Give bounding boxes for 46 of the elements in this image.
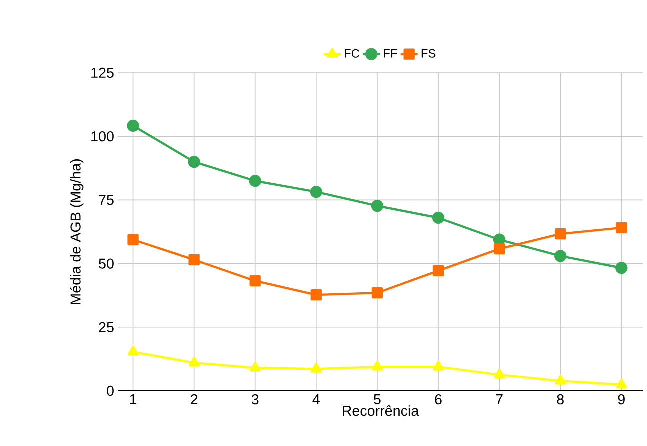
y-tick-label: 0: [107, 386, 114, 396]
x-tick-label: 9: [618, 394, 625, 405]
y-axis-title: Média de AGB (Mg/ha): [70, 160, 84, 304]
x-axis-title: Recorrência: [343, 406, 420, 416]
point: [188, 254, 200, 266]
x-tick-label: 7: [496, 394, 503, 404]
point: [128, 346, 139, 356]
point: [494, 368, 505, 379]
point: [432, 265, 444, 276]
point: [371, 200, 384, 212]
point: [128, 234, 139, 246]
x-tick-label: 3: [252, 394, 259, 405]
x-tick-label: 1: [130, 394, 137, 404]
point: [494, 243, 506, 255]
point: [310, 363, 322, 373]
point: [250, 362, 261, 372]
point: [433, 361, 444, 371]
point: [555, 375, 566, 385]
point: [372, 287, 384, 299]
legend-label: FC: [344, 49, 360, 58]
x-tick-label: 2: [191, 394, 198, 405]
y-tick-label: 100: [92, 132, 114, 142]
point: [372, 361, 383, 371]
x-tick-label: 8: [557, 394, 564, 405]
y-tick-label: 125: [92, 68, 114, 78]
legend-label: FF: [384, 49, 398, 58]
y-tick-label: 75: [99, 195, 114, 206]
point: [127, 120, 140, 132]
point: [249, 175, 262, 188]
point: [555, 228, 566, 240]
point: [188, 156, 200, 168]
y-tick-label: 25: [99, 322, 114, 332]
point: [616, 222, 628, 234]
y-tick-label: 50: [99, 258, 114, 269]
point: [432, 212, 445, 224]
point: [554, 250, 567, 262]
x-tick-label: 6: [435, 394, 442, 405]
point: [616, 378, 628, 388]
point: [250, 276, 261, 287]
point: [310, 186, 322, 198]
x-tick-label: 5: [374, 394, 381, 405]
legend-label: FS: [422, 49, 436, 58]
point: [188, 356, 200, 367]
point: [310, 290, 322, 301]
x-tick-label: 4: [312, 394, 320, 404]
point: [616, 262, 628, 274]
